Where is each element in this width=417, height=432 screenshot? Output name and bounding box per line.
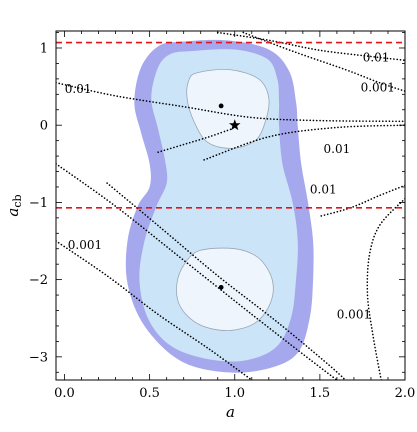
contour-labels: 0.01 0.001 0.01 0.01 0.01 0.001 0.001 xyxy=(65,50,395,321)
dotted-contour-7 xyxy=(106,182,347,380)
contour-label-2: 0.01 xyxy=(65,82,92,96)
y-axis-label-main: a xyxy=(4,208,22,217)
contour-label-1: 0.001 xyxy=(361,80,395,94)
contour-label-6: 0.001 xyxy=(337,307,371,321)
dotted-contour-4 xyxy=(157,128,233,153)
y-tick-label: 1 xyxy=(40,41,48,56)
star-point xyxy=(229,119,241,131)
region-inner-3 xyxy=(176,247,274,332)
x-tick-label: 1.5 xyxy=(310,386,331,401)
y-tick-label: 0 xyxy=(40,119,48,134)
contour-label-3: 0.01 xyxy=(324,142,351,156)
y-tick-label: −2 xyxy=(29,273,48,288)
best-fit-points xyxy=(218,103,241,290)
y-axis-label-subscript: cb xyxy=(11,194,24,207)
dotted-contours xyxy=(56,31,405,380)
region-inner-2 xyxy=(186,68,270,149)
contour-label-4: 0.01 xyxy=(310,182,337,196)
x-tick-label: 0.5 xyxy=(139,386,160,401)
confidence-regions xyxy=(125,39,314,373)
x-axis-label: a xyxy=(226,403,235,421)
plot-area: 0.01 0.001 0.01 0.01 0.01 0.001 0.001 xyxy=(56,31,405,380)
best-fit-dot-0 xyxy=(218,103,224,109)
horizontal-bound-lines xyxy=(56,41,405,209)
dotted-contour-6 xyxy=(56,163,338,380)
y-tick-label: −3 xyxy=(29,350,48,365)
y-tick-label: −1 xyxy=(29,196,48,211)
y-axis-label: acb xyxy=(4,194,24,216)
dotted-contour-1 xyxy=(242,31,405,92)
dotted-contour-5 xyxy=(319,184,405,218)
dotted-contour-3 xyxy=(203,124,405,161)
plot-frame xyxy=(55,30,406,381)
axis-ticks: 0.0 0.5 1.0 1.5 2.0 −3 −2 −1 0 1 xyxy=(29,31,416,401)
dotted-contour-2 xyxy=(56,81,405,123)
dotted-contour-8 xyxy=(56,240,253,380)
x-tick-label: 1.0 xyxy=(224,386,245,401)
contour-label-0: 0.01 xyxy=(363,50,390,64)
x-tick-label: 2.0 xyxy=(395,386,416,401)
contour-label-5: 0.001 xyxy=(68,238,102,252)
dotted-contour-9 xyxy=(366,197,405,380)
x-tick-label: 0.0 xyxy=(54,386,75,401)
best-fit-dot-1 xyxy=(218,284,224,290)
